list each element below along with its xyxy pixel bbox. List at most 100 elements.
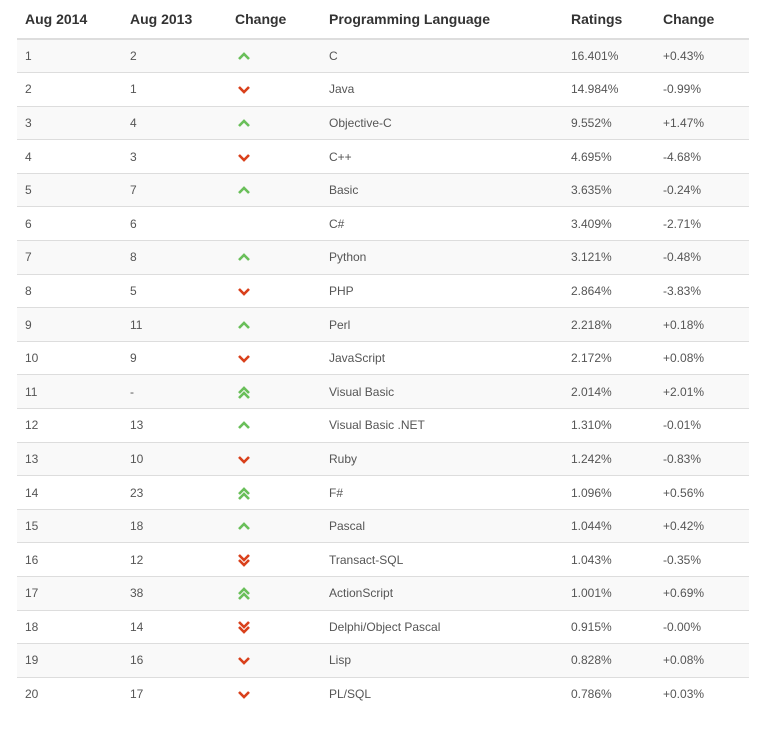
language-ranking-table: Aug 2014 Aug 2013 Change Programming Lan… xyxy=(17,0,749,711)
language-cell: PHP xyxy=(321,273,563,308)
trend-cell xyxy=(227,139,321,174)
rating-change-cell: -0.35% xyxy=(655,542,749,577)
trend-cell xyxy=(227,72,321,107)
rank-2013-cell: 2 xyxy=(122,38,227,73)
trend-cell xyxy=(227,240,321,275)
language-cell: C++ xyxy=(321,139,563,174)
table-row: 7 8 Python 3.121% -0.48% xyxy=(17,240,749,275)
rank-2014-cell: 19 xyxy=(17,643,122,678)
table-row: 2 1 Java 14.984% -0.99% xyxy=(17,72,749,107)
table-body: 1 2 C 16.401% +0.43% 2 1 Java 14.984% -0.99% 3 4 Obj… xyxy=(17,38,749,711)
rank-2014-cell: 18 xyxy=(17,609,122,644)
header-rank-change: Change xyxy=(227,0,321,40)
header-aug-2014: Aug 2014 xyxy=(17,0,122,40)
language-cell: ActionScript xyxy=(321,576,563,611)
rank-2014-cell: 2 xyxy=(17,72,122,107)
language-cell: Pascal xyxy=(321,508,563,543)
rank-2013-cell: 6 xyxy=(122,206,227,241)
language-cell: Delphi/Object Pascal xyxy=(321,609,563,644)
rating-cell: 2.014% xyxy=(563,374,655,409)
header-rating-change: Change xyxy=(655,0,749,40)
table-row: 6 6 C# 3.409% -2.71% xyxy=(17,206,749,241)
trend-cell xyxy=(227,374,321,409)
trend-cell xyxy=(227,172,321,207)
language-cell: C xyxy=(321,38,563,73)
rating-change-cell: +0.08% xyxy=(655,340,749,375)
double-chevron-up-icon xyxy=(235,486,321,500)
trend-cell xyxy=(227,441,321,476)
chevron-up-icon xyxy=(235,519,321,533)
rating-cell: 1.242% xyxy=(563,441,655,476)
rating-cell: 1.044% xyxy=(563,508,655,543)
language-cell: Objective-C xyxy=(321,105,563,140)
table-row: 12 13 Visual Basic .NET 1.310% -0.01% xyxy=(17,408,749,443)
rank-2013-cell: 3 xyxy=(122,139,227,174)
header-aug-2013: Aug 2013 xyxy=(122,0,227,40)
chevron-down-icon xyxy=(235,452,321,466)
rating-cell: 1.096% xyxy=(563,475,655,510)
table-row: 20 17 PL/SQL 0.786% +0.03% xyxy=(17,676,749,711)
chevron-down-icon xyxy=(235,284,321,298)
language-cell: Lisp xyxy=(321,643,563,678)
rank-2014-cell: 15 xyxy=(17,508,122,543)
rank-2013-cell: 9 xyxy=(122,340,227,375)
rank-2014-cell: 6 xyxy=(17,206,122,241)
ranking-table-container: Aug 2014 Aug 2013 Change Programming Lan… xyxy=(17,0,749,711)
rating-change-cell: +0.43% xyxy=(655,38,749,73)
language-cell: Java xyxy=(321,72,563,107)
rating-change-cell: -0.48% xyxy=(655,240,749,275)
header-ratings: Ratings xyxy=(563,0,655,40)
rank-2014-cell: 10 xyxy=(17,340,122,375)
language-cell: Basic xyxy=(321,172,563,207)
rating-cell: 2.218% xyxy=(563,307,655,342)
rank-2013-cell: 10 xyxy=(122,441,227,476)
chevron-up-icon xyxy=(235,250,321,264)
rank-2014-cell: 4 xyxy=(17,139,122,174)
rating-change-cell: -0.99% xyxy=(655,72,749,107)
table-row: 9 11 Perl 2.218% +0.18% xyxy=(17,307,749,342)
language-cell: F# xyxy=(321,475,563,510)
table-header-row: Aug 2014 Aug 2013 Change Programming Lan… xyxy=(17,0,749,40)
rank-2013-cell: 38 xyxy=(122,576,227,611)
rank-2014-cell: 17 xyxy=(17,576,122,611)
rating-change-cell: +0.18% xyxy=(655,307,749,342)
double-chevron-down-icon xyxy=(235,553,321,567)
rating-change-cell: -4.68% xyxy=(655,139,749,174)
chevron-up-icon xyxy=(235,418,321,432)
rank-2013-cell: - xyxy=(122,374,227,409)
rank-2013-cell: 1 xyxy=(122,72,227,107)
rating-change-cell: -0.24% xyxy=(655,172,749,207)
rating-cell: 1.043% xyxy=(563,542,655,577)
rating-cell: 0.786% xyxy=(563,676,655,711)
trend-cell xyxy=(227,475,321,510)
rating-change-cell: +0.42% xyxy=(655,508,749,543)
chevron-up-icon xyxy=(235,318,321,332)
trend-cell xyxy=(227,609,321,644)
trend-cell xyxy=(227,408,321,443)
rating-cell: 1.310% xyxy=(563,408,655,443)
rank-2014-cell: 8 xyxy=(17,273,122,308)
language-cell: Visual Basic xyxy=(321,374,563,409)
rating-cell: 2.172% xyxy=(563,340,655,375)
table-row: 19 16 Lisp 0.828% +0.08% xyxy=(17,643,749,678)
rank-2014-cell: 12 xyxy=(17,408,122,443)
rank-2014-cell: 11 xyxy=(17,374,122,409)
table-row: 13 10 Ruby 1.242% -0.83% xyxy=(17,441,749,476)
rating-change-cell: +0.03% xyxy=(655,676,749,711)
table-row: 1 2 C 16.401% +0.43% xyxy=(17,38,749,73)
rank-2013-cell: 11 xyxy=(122,307,227,342)
language-cell: Python xyxy=(321,240,563,275)
chevron-down-icon xyxy=(235,351,321,365)
double-chevron-up-icon xyxy=(235,385,321,399)
rating-change-cell: -0.83% xyxy=(655,441,749,476)
table-row: 15 18 Pascal 1.044% +0.42% xyxy=(17,508,749,543)
chevron-up-icon xyxy=(235,183,321,197)
rank-2013-cell: 14 xyxy=(122,609,227,644)
double-chevron-up-icon xyxy=(235,586,321,601)
table-row: 11- Visual Basic 2.014% +2.01% xyxy=(17,374,749,409)
rank-2014-cell: 1 xyxy=(17,38,122,73)
language-cell: Visual Basic .NET xyxy=(321,408,563,443)
chevron-down-icon xyxy=(235,150,321,164)
rank-2014-cell: 14 xyxy=(17,475,122,510)
chevron-up-icon xyxy=(235,49,321,63)
